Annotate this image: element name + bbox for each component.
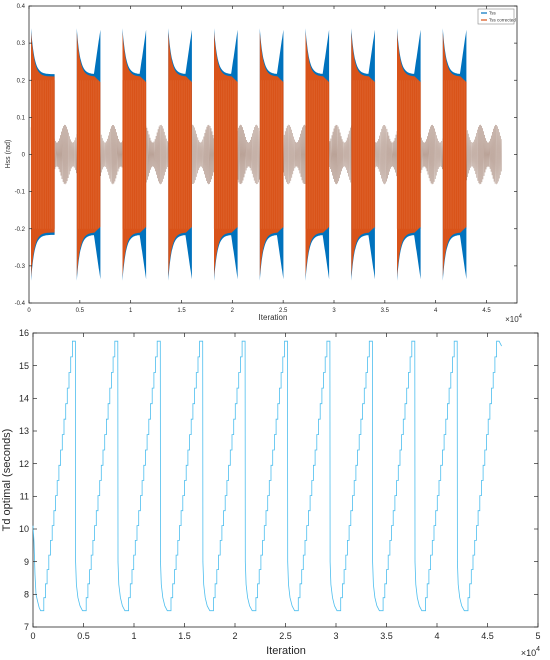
x-tick-label: 4 [434,308,438,314]
x-tick-label: 2.5 [279,308,288,314]
x-tick-label: 0 [30,631,35,641]
chart-2-series-layer [32,340,502,612]
x-tick-label: 5 [535,631,540,641]
y-tick-label: -0.2 [15,227,26,233]
series-tss-corrected-burst [351,32,375,277]
x-tick-label: 3 [333,631,338,641]
series-tss-corrected-burst [305,32,330,277]
y-tick-label: 14 [19,393,29,403]
chart-1-series-layer [30,28,502,281]
chart-2-ylabel: Td optimal (seconds) [1,429,13,532]
chart-1-x-multiplier: ×104 [505,314,523,324]
x-tick-label: 3.5 [380,631,393,641]
y-tick-label: -0.3 [15,264,26,270]
series-tss-corrected-burst [168,32,192,277]
x-tick-label: 1 [131,631,136,641]
series-tss-corrected-burst [31,32,55,277]
x-tick-label: 3.5 [381,308,390,314]
y-tick-label: -0.1 [15,190,26,196]
legend-label-tss-corrected: Tss corrected [489,18,516,23]
y-tick-label: 13 [19,426,29,436]
y-tick-label: 10 [19,524,29,534]
y-tick-label: -0.4 [15,301,26,307]
series-tss-corrected-burst [259,32,284,277]
series-tss-corrected-burst [214,32,238,277]
series-td-optimal [32,340,502,612]
chart-2: 0 0.5 1 1.5 2 2.5 3 3.5 4 4.5 5 7 8 9 10 11 12 13 14 15 16 I… [1,328,541,658]
x-tick-label: 1.5 [178,631,191,641]
chart-2-x-multiplier: ×104 [521,646,540,658]
y-tick-label: 9 [24,557,29,567]
x-tick-label: 4.5 [481,631,494,641]
x-tick-label: 4.5 [482,308,491,314]
x-tick-label: 3 [332,308,336,314]
series-tss-corrected-burst [397,32,421,277]
chart-1: 0 0.5 1 1.5 2 2.5 3 3.5 4 4.5 -0.4 -0.3 -0.2 -0.1 0 0.1… [5,4,523,324]
x-tick-label: 0 [27,308,31,314]
chart-1-legend: Tss Tss corrected [477,8,516,25]
x-tick-label: 0.5 [76,308,85,314]
chart-1-xlabel: Iteration [259,313,288,322]
x-tick-label: 0.5 [77,631,90,641]
x-tick-label: 4 [434,631,439,641]
chart-1-ticks: 0 0.5 1 1.5 2 2.5 3 3.5 4 4.5 -0.4 -0.3 -0.2 -0.1 0 0.1… [15,4,517,314]
x-tick-label: 2 [231,308,235,314]
y-tick-label: 11 [20,491,29,501]
y-tick-label: 0.4 [17,4,26,10]
y-tick-label: 8 [24,589,29,599]
chart-1-ylabel: Hss (rad) [5,140,12,169]
x-tick-label: 1 [129,308,133,314]
y-tick-label: 7 [24,622,29,632]
y-tick-label: 0.3 [17,41,26,47]
series-tss-corrected-burst [442,32,467,277]
chart-2-ticks: 0 0.5 1 1.5 2 2.5 3 3.5 4 4.5 5 7 8 9 10 11 12 13 14 15 16 [19,328,541,641]
x-tick-label: 1.5 [177,308,186,314]
x-tick-label: 2 [232,631,237,641]
chart-2-plot-area [32,332,539,628]
y-tick-label: 12 [19,459,29,469]
x-tick-label: 2.5 [279,631,292,641]
y-tick-label: 16 [19,328,29,338]
series-tss-corrected-burst [122,32,147,277]
y-tick-label: 0 [22,153,26,159]
y-tick-label: 0.2 [17,78,26,84]
y-tick-label: 15 [19,361,29,371]
y-tick-label: 0.1 [17,115,26,121]
legend-label-tss: Tss [489,11,497,16]
chart-2-xlabel: Iteration [266,645,306,657]
series-tss-corrected-burst [76,32,101,277]
